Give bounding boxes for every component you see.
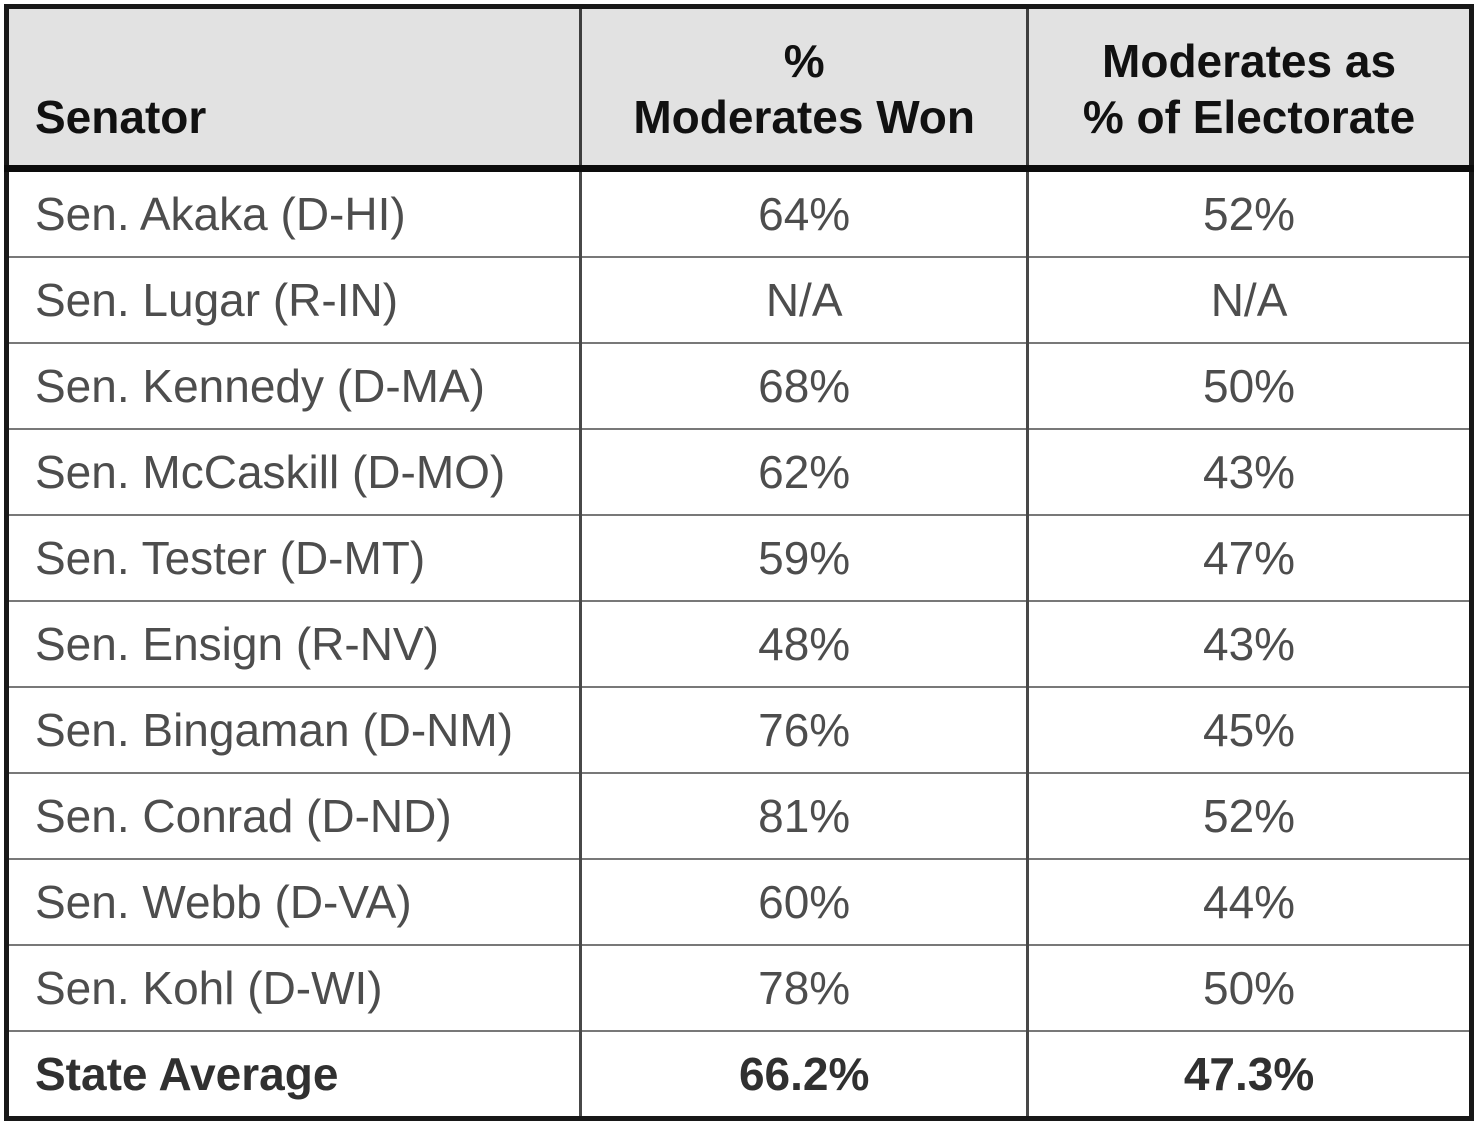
moderates-electorate-cell: 43%	[1026, 428, 1472, 515]
moderates-won-cell: 59%	[579, 514, 1028, 601]
moderates-electorate-cell: 52%	[1026, 772, 1472, 859]
moderates-won-cell: 64%	[579, 168, 1028, 257]
senator-cell: Sen. Kohl (D-WI)	[6, 944, 581, 1031]
moderates-electorate-cell: 50%	[1026, 342, 1472, 429]
moderates-won-cell: 48%	[579, 600, 1028, 687]
summary-row: State Average 66.2% 47.3%	[6, 1030, 1472, 1119]
table-row: Sen. Bingaman (D-NM) 76% 45%	[6, 686, 1472, 773]
senator-cell: Sen. Conrad (D-ND)	[6, 772, 581, 859]
table-row: Sen. Lugar (R-IN) N/A N/A	[6, 256, 1472, 343]
moderates-table: Senator % Moderates Won Moderates as % o…	[4, 4, 1474, 1121]
senator-cell: Sen. Akaka (D-HI)	[35, 188, 406, 240]
table-body: Sen. Akaka (D-HI) 64% 52% Sen. Lugar (R-…	[6, 168, 1472, 1119]
table-row: Sen. Kohl (D-WI) 78% 50%	[6, 944, 1472, 1031]
moderates-electorate-cell: 47.3%	[1026, 1030, 1472, 1119]
table-row: Sen. Conrad (D-ND) 81% 52%	[6, 772, 1472, 859]
senator-moderates-table: Senator % Moderates Won Moderates as % o…	[4, 4, 1474, 1121]
table-row: Sen. Kennedy (D-MA) 68% 50%	[6, 342, 1472, 429]
moderates-electorate-cell: 44%	[1026, 858, 1472, 945]
column-header-senator: Senator	[6, 6, 581, 172]
senator-cell: State Average	[6, 1030, 581, 1119]
senator-cell: Sen. Bingaman (D-NM)	[6, 686, 581, 773]
moderates-electorate-cell: 52%	[1026, 168, 1472, 257]
moderates-electorate-cell: 43%	[1026, 600, 1472, 687]
moderates-won-cell: N/A	[579, 256, 1028, 343]
table-row: Sen. Webb (D-VA) 60% 44%	[6, 858, 1472, 945]
moderates-won-cell: 76%	[579, 686, 1028, 773]
moderates-won-cell: 62%	[579, 428, 1028, 515]
header-row: Senator % Moderates Won Moderates as % o…	[6, 6, 1472, 172]
table-row: Sen. Ensign (R-NV) 48% 43%	[6, 600, 1472, 687]
moderates-won-cell: 78%	[579, 944, 1028, 1031]
moderates-won-cell: 60%	[579, 858, 1028, 945]
moderates-won-cell: 66.2%	[579, 1030, 1028, 1119]
moderates-won-cell: 81%	[579, 772, 1028, 859]
senator-cell: Sen. Lugar (R-IN)	[6, 256, 581, 343]
senator-cell: Sen. Kennedy (D-MA)	[6, 342, 581, 429]
senator-cell: Sen. Webb (D-VA)	[6, 858, 581, 945]
senator-cell: Sen. Tester (D-MT)	[6, 514, 581, 601]
table-row: Sen. Tester (D-MT) 59% 47%	[6, 514, 1472, 601]
column-header-moderates-electorate: Moderates as % of Electorate	[1026, 6, 1472, 172]
moderates-electorate-cell: 47%	[1026, 514, 1472, 601]
moderates-won-cell: 68%	[579, 342, 1028, 429]
table-row: Sen. McCaskill (D-MO) 62% 43%	[6, 428, 1472, 515]
moderates-electorate-cell: 50%	[1026, 944, 1472, 1031]
column-header-moderates-won: % Moderates Won	[579, 6, 1028, 172]
senator-cell: Sen. McCaskill (D-MO)	[6, 428, 581, 515]
moderates-electorate-cell: N/A	[1026, 256, 1472, 343]
senator-cell: Sen. Ensign (R-NV)	[6, 600, 581, 687]
table-row: Sen. Akaka (D-HI) 64% 52%	[7, 168, 1472, 257]
moderates-electorate-cell: 45%	[1026, 686, 1472, 773]
